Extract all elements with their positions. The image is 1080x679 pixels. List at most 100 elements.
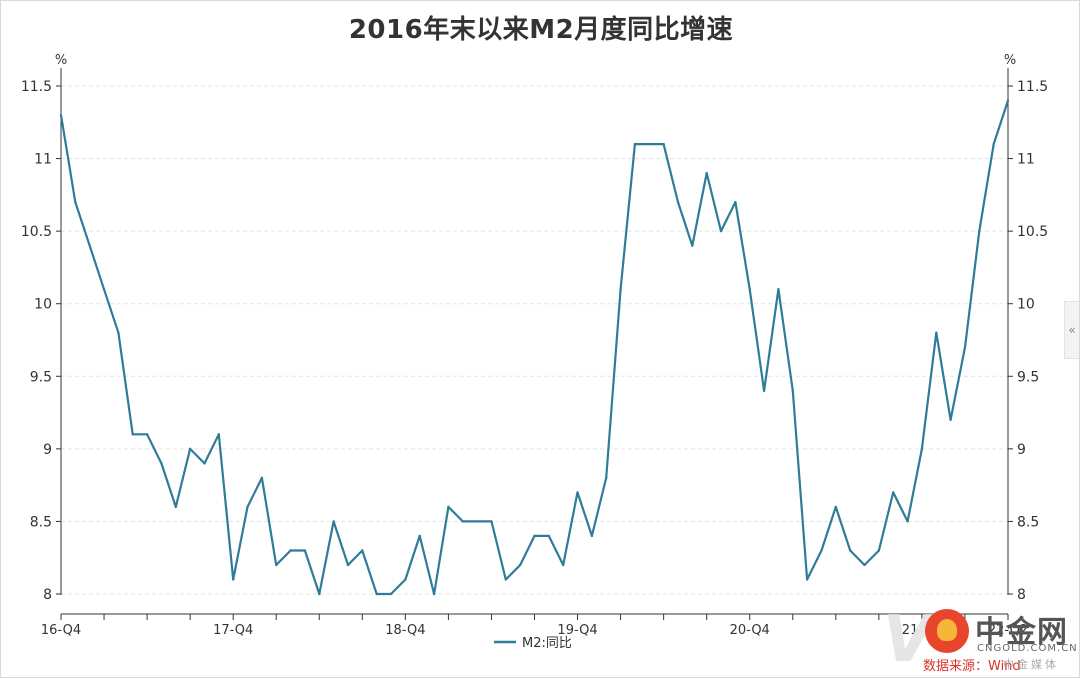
data-point xyxy=(662,142,665,146)
data-point xyxy=(131,433,134,436)
data-point xyxy=(160,462,163,465)
data-point xyxy=(389,592,393,596)
x-tick-label: 16-Q4 xyxy=(41,623,81,638)
data-point xyxy=(762,389,766,392)
x-tick-label: 19-Q4 xyxy=(557,623,597,638)
data-point xyxy=(361,549,364,552)
y-unit-left: % xyxy=(55,53,67,68)
data-point xyxy=(705,171,708,175)
data-point xyxy=(74,200,77,204)
data-point xyxy=(791,389,794,392)
y-tick-label-right: 8 xyxy=(1017,587,1026,603)
data-point xyxy=(518,563,522,567)
data-point xyxy=(475,520,479,523)
data-point xyxy=(648,142,651,146)
data-point xyxy=(777,288,780,291)
data-point xyxy=(117,331,120,334)
data-point xyxy=(949,418,952,422)
x-tick-label: 18-Q4 xyxy=(385,623,425,638)
data-point xyxy=(906,520,909,523)
watermark-brand: 中金网 xyxy=(975,615,1068,650)
y-tick-label-left: 10 xyxy=(34,297,52,313)
watermark: V 中金网 CNGOLD.COM.CN 数据来源：Wind 中金媒体 xyxy=(883,601,1078,677)
y-tick-label-left: 8.5 xyxy=(30,514,52,530)
data-point xyxy=(231,578,235,581)
axis-layer: 8 8 8.5 8.5 9 9 9.5 9.5 10 10 10.5 10.5 11 11 11.5 11.5… xyxy=(21,53,1048,638)
y-tick-label-left: 10.5 xyxy=(21,224,52,240)
data-point xyxy=(834,505,838,509)
data-point xyxy=(978,229,981,233)
data-point xyxy=(820,549,823,552)
y-tick-label-right: 10 xyxy=(1017,297,1035,313)
data-point xyxy=(346,563,350,567)
data-point xyxy=(59,113,63,117)
x-tick-label: 17-Q4 xyxy=(213,623,253,638)
legend-label: M2:同比 xyxy=(522,636,572,651)
data-point xyxy=(719,229,723,233)
data-point xyxy=(246,505,249,509)
data-point xyxy=(920,447,924,451)
y-tick-label-right: 9.5 xyxy=(1017,369,1039,385)
data-point xyxy=(461,520,464,523)
data-point xyxy=(318,592,321,596)
data-point xyxy=(892,491,895,494)
data-point xyxy=(877,549,881,552)
y-tick-label-right: 11.5 xyxy=(1017,79,1048,95)
data-point xyxy=(547,534,551,538)
y-tick-label-right: 8.5 xyxy=(1017,514,1039,530)
data-point xyxy=(188,447,192,451)
data-point xyxy=(432,592,436,596)
data-point xyxy=(590,534,594,538)
data-point xyxy=(404,578,407,581)
data-point xyxy=(561,563,565,567)
y-tick-label-left: 9.5 xyxy=(30,369,52,385)
y-tick-label-right: 9 xyxy=(1017,442,1026,458)
x-tick-label: 20-Q4 xyxy=(730,623,770,638)
data-point xyxy=(289,549,292,552)
data-point xyxy=(848,549,852,552)
data-point xyxy=(734,200,737,204)
watermark-media: 中金媒体 xyxy=(1003,658,1059,671)
x-tick-label: 22-Q2 xyxy=(988,623,1028,638)
data-point xyxy=(275,563,278,567)
data-point xyxy=(863,563,866,567)
data-point xyxy=(447,505,450,509)
series-line-m2 xyxy=(59,100,1010,596)
cngold-logo-icon xyxy=(925,609,969,653)
data-point xyxy=(748,288,751,291)
data-point xyxy=(102,288,106,291)
data-point xyxy=(260,476,264,480)
legend: M2:同比 xyxy=(494,636,572,651)
series-layer xyxy=(59,99,1010,596)
y-tick-label-left: 11.5 xyxy=(21,79,52,95)
data-point xyxy=(203,462,206,465)
data-point xyxy=(576,491,579,494)
y-tick-label-right: 10.5 xyxy=(1017,224,1048,240)
data-point xyxy=(676,200,680,204)
watermark-domain: CNGOLD.COM.CN xyxy=(977,643,1078,654)
data-point xyxy=(533,534,536,538)
data-point xyxy=(504,578,508,581)
y-tick-label-right: 11 xyxy=(1017,152,1035,168)
data-point xyxy=(375,592,378,596)
data-source-label: 数据来源：Wind xyxy=(923,659,1021,674)
data-point xyxy=(88,244,91,247)
watermark-v-mark: V xyxy=(883,603,933,677)
data-point xyxy=(633,142,637,146)
collapse-panel-button[interactable]: « xyxy=(1064,301,1079,359)
chart-title: 2016年末以来M2月度同比增速 xyxy=(348,15,734,45)
y-tick-label-left: 11 xyxy=(34,152,52,168)
data-point xyxy=(145,433,149,436)
data-point xyxy=(1006,99,1010,102)
data-point xyxy=(490,520,493,523)
data-point xyxy=(619,288,622,291)
y-tick-label-left: 9 xyxy=(43,442,52,458)
logo-flame-icon xyxy=(937,619,957,641)
data-point xyxy=(805,578,809,581)
grid-layer xyxy=(61,85,1008,595)
data-point xyxy=(418,534,421,538)
y-unit-right: % xyxy=(1004,53,1016,68)
data-point xyxy=(935,331,938,334)
data-point xyxy=(217,433,221,436)
